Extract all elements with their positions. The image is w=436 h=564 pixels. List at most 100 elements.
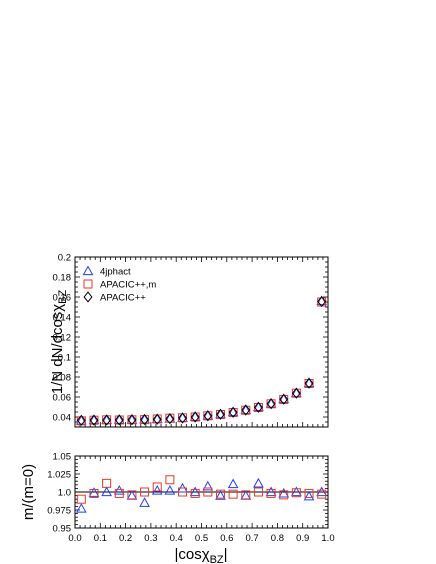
x-tick-label: 0.7 bbox=[245, 533, 258, 544]
data-point-diamond bbox=[76, 414, 86, 426]
data-point-triangle bbox=[139, 413, 150, 424]
y-tick-label: 0.06 bbox=[53, 393, 72, 404]
ratio-point-square bbox=[291, 488, 301, 498]
x-tick-label: 0.6 bbox=[220, 533, 233, 544]
ratio-point-square bbox=[190, 488, 200, 498]
x-tick-label: 0.9 bbox=[296, 533, 309, 544]
data-point-diamond bbox=[279, 393, 289, 405]
data-point-triangle bbox=[265, 397, 277, 408]
data-point-diamond bbox=[127, 414, 137, 426]
ratio-point-triangle bbox=[253, 477, 264, 488]
ratio-x-tick-labels: 0.0 0.1 0.2 0.3 0.4 0.5 0.6 0.7 0.8 0.9 1.0 bbox=[68, 533, 334, 544]
y-tick-label: 0.95 bbox=[53, 524, 72, 535]
ratio-point-triangle bbox=[202, 480, 214, 491]
ratio-y-axis-label: m/(m=0) bbox=[20, 464, 37, 520]
data-point-triangle bbox=[88, 414, 100, 425]
legend-marker-triangle bbox=[82, 265, 94, 276]
ratio-point-square bbox=[140, 487, 150, 497]
data-point-triangle bbox=[316, 295, 328, 306]
x-axis-label: |cosχBZ| bbox=[174, 546, 227, 564]
x-axis-label-main: |cosχ bbox=[174, 546, 209, 563]
data-point-diamond bbox=[165, 413, 175, 425]
ratio-point-triangle bbox=[265, 486, 277, 497]
ratio-point-square bbox=[102, 478, 112, 488]
ratio-y-tick-labels: 0.95 0.975 1.0 1.025 1.05 bbox=[47, 452, 71, 535]
data-point-triangle bbox=[278, 393, 290, 404]
data-point-triangle bbox=[227, 406, 239, 417]
ratio-point-square bbox=[178, 487, 188, 497]
ratio-point-square bbox=[165, 475, 175, 485]
ratio-point-square bbox=[304, 488, 314, 498]
data-point-triangle bbox=[303, 377, 315, 388]
y-tick-label: 0.04 bbox=[53, 413, 72, 424]
data-point-diamond bbox=[253, 401, 263, 413]
ratio-point-square bbox=[203, 487, 213, 497]
ratio-point-triangle bbox=[278, 487, 290, 498]
legend-label: APACIC++ bbox=[100, 293, 146, 304]
data-point-diamond bbox=[317, 295, 327, 308]
y-tick-label: 0.2 bbox=[58, 253, 71, 264]
y-tick-label: 0.08 bbox=[53, 373, 72, 384]
ratio-point-square bbox=[279, 490, 289, 500]
data-point-diamond bbox=[89, 414, 99, 426]
y-tick-label: 0.14 bbox=[53, 313, 72, 324]
data-point-diamond bbox=[178, 412, 188, 424]
ratio-point-triangle bbox=[291, 486, 302, 497]
ratio-point-square bbox=[317, 489, 327, 499]
ratio-panel: 0.95 0.975 1.0 1.025 1.05 0.0 0.1 0.2 0.3 0.4 0.5… bbox=[20, 452, 335, 564]
legend-label: 4jphact bbox=[100, 267, 131, 278]
y-tick-label: 0.16 bbox=[53, 293, 72, 304]
distribution-y-axis-label-main: 1/N dN/dcosχ bbox=[49, 304, 66, 395]
ratio-point-triangle bbox=[139, 497, 150, 507]
y-tick-label: 0.18 bbox=[53, 273, 72, 284]
data-point-diamond bbox=[152, 413, 162, 425]
ratio-point-square bbox=[215, 489, 225, 499]
data-point-diamond bbox=[203, 410, 213, 422]
ratio-point-triangle bbox=[227, 478, 239, 489]
ratio-point-square bbox=[76, 494, 86, 504]
data-point-triangle bbox=[75, 414, 87, 425]
x-tick-label: 0.0 bbox=[68, 533, 81, 544]
ratio-point-square bbox=[114, 488, 124, 498]
ratio-point-triangle bbox=[215, 490, 226, 500]
x-tick-label: 0.8 bbox=[271, 533, 284, 544]
x-tick-label: 0.3 bbox=[144, 533, 157, 544]
x-tick-label: 0.1 bbox=[94, 533, 107, 544]
data-point-diamond bbox=[114, 414, 124, 426]
data-point-triangle bbox=[240, 404, 252, 415]
y-tick-label: 1.0 bbox=[58, 488, 71, 499]
ratio-point-square bbox=[241, 490, 251, 500]
distribution-y-axis-label-subscript: BZ bbox=[57, 289, 69, 303]
data-point-diamond bbox=[304, 377, 314, 389]
y-tick-label: 1.05 bbox=[53, 452, 72, 463]
ratio-point-square bbox=[127, 490, 137, 500]
x-tick-label: 0.2 bbox=[119, 533, 132, 544]
data-point-diamond bbox=[291, 387, 301, 399]
y-tick-label: 0.1 bbox=[58, 353, 71, 364]
ratio-point-triangle bbox=[164, 485, 176, 495]
y-tick-label: 1.025 bbox=[47, 470, 71, 481]
x-tick-label: 0.4 bbox=[170, 533, 183, 544]
ratio-axis-ticks bbox=[74, 455, 329, 529]
data-point-triangle bbox=[202, 409, 214, 420]
x-axis-label-subscript: BZ bbox=[210, 554, 224, 564]
data-point-diamond bbox=[190, 411, 200, 423]
legend-label: APACIC++,m bbox=[100, 280, 156, 291]
ratio-point-square bbox=[266, 488, 276, 498]
ratio-point-triangle bbox=[88, 487, 100, 497]
legend: 4jphact APACIC++,m APACIC++ bbox=[82, 265, 156, 304]
x-tick-label: 0.5 bbox=[195, 533, 208, 544]
x-axis-label-end: | bbox=[224, 546, 228, 563]
ratio-point-square bbox=[89, 488, 99, 498]
y-tick-label: 0.975 bbox=[47, 506, 71, 517]
distribution-panel: 0.04 0.06 0.08 0.1 0.12 0.14 0.16 0.18 0.2 4jpha… bbox=[49, 253, 329, 428]
distribution-axis-ticks bbox=[74, 256, 329, 428]
data-point-diamond bbox=[266, 398, 276, 410]
x-tick-label: 1.0 bbox=[321, 533, 334, 544]
data-point-diamond bbox=[140, 413, 150, 426]
ratio-point-triangle bbox=[101, 486, 112, 497]
data-point-diamond bbox=[102, 414, 112, 426]
distribution-y-tick-labels: 0.04 0.06 0.08 0.1 0.12 0.14 0.16 0.18 0.2 bbox=[53, 253, 72, 424]
ratio-point-square bbox=[228, 489, 238, 499]
